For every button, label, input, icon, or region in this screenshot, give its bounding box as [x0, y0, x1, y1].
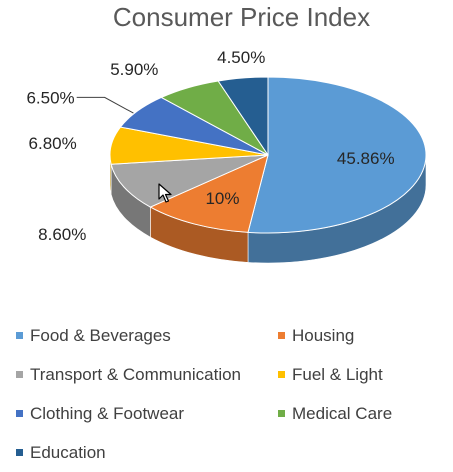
- data-label-clothing-footwear: 6.50%: [26, 88, 74, 107]
- legend-label: Food & Beverages: [30, 325, 171, 345]
- legend-row: Food & Beverages Housing: [16, 316, 446, 355]
- pie-chart-plot: 45.86% 10% 8.60% 6.80% 6.50% 5.90% 4.50%: [26, 48, 427, 264]
- legend-item-food-beverages: Food & Beverages: [16, 326, 278, 346]
- legend-swatch: [278, 371, 285, 378]
- leader-line: [76, 96, 134, 114]
- chart-title: Consumer Price Index: [112, 2, 371, 32]
- slice-transport-communication: [110, 154, 269, 208]
- legend-swatch: [16, 371, 23, 378]
- legend-label: Medical Care: [292, 403, 393, 423]
- data-labels: 45.86% 10% 8.60% 6.80% 6.50% 5.90% 4.50%: [26, 48, 394, 244]
- legend: Food & Beverages Housing Transport & Com…: [16, 316, 446, 472]
- legend-row: Education: [16, 433, 446, 472]
- slice-housing: [149, 154, 269, 233]
- data-label-education: 4.50%: [217, 48, 265, 67]
- data-label-fuel-light: 6.80%: [29, 134, 77, 153]
- legend-swatch: [16, 449, 23, 456]
- data-label-food-beverages: 45.86%: [337, 149, 395, 168]
- pie-tops: [109, 76, 427, 234]
- legend-row: Transport & Communication Fuel & Light: [16, 355, 446, 394]
- mouse-pointer-icon: [158, 183, 172, 203]
- legend-item-fuel-light: Fuel & Light: [278, 365, 383, 385]
- legend-item-housing: Housing: [278, 326, 354, 346]
- legend-item-medical-care: Medical Care: [278, 404, 392, 424]
- legend-item-education: Education: [16, 443, 278, 463]
- slice-education: [217, 76, 269, 157]
- legend-swatch: [278, 410, 285, 417]
- legend-item-transport-communication: Transport & Communication: [16, 365, 278, 385]
- data-label-medical-care: 5.90%: [110, 60, 158, 79]
- leader-lines: [76, 96, 134, 114]
- legend-swatch: [16, 332, 23, 339]
- legend-label: Fuel & Light: [292, 364, 383, 384]
- legend-label: Clothing & Footwear: [30, 403, 185, 423]
- legend-label: Education: [30, 442, 106, 462]
- legend-row: Clothing & Footwear Medical Care: [16, 394, 446, 433]
- legend-item-clothing-footwear: Clothing & Footwear: [16, 404, 278, 424]
- slice-food-beverages: [247, 76, 427, 234]
- data-label-housing: 10%: [205, 189, 239, 208]
- data-label-transport-communication: 8.60%: [38, 225, 86, 244]
- legend-swatch: [16, 410, 23, 417]
- legend-label: Transport & Communication: [30, 364, 242, 384]
- legend-swatch: [278, 332, 285, 339]
- legend-label: Housing: [292, 325, 355, 345]
